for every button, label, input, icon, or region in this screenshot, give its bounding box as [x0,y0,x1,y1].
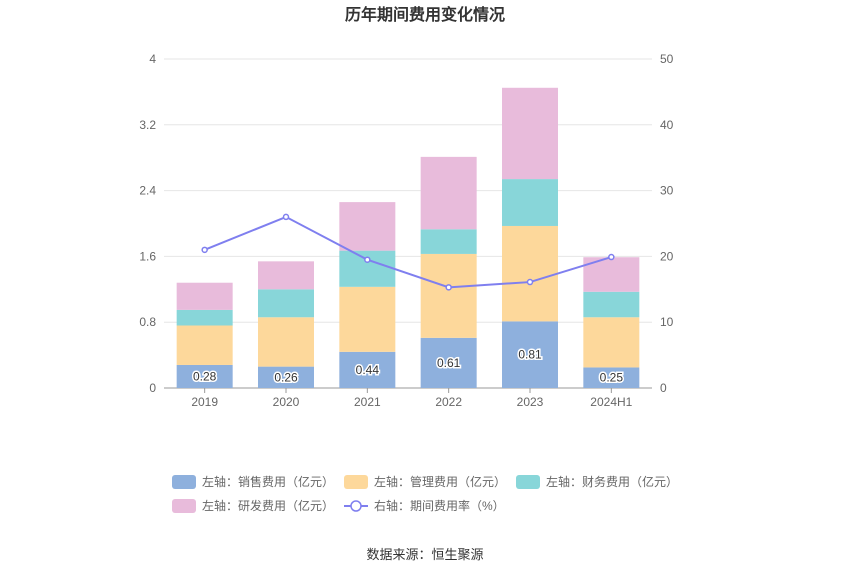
x-tick-label: 2022 [435,395,462,409]
bar-segment-2024H1-0 [583,367,640,388]
legend-swatch [344,475,368,489]
y-left-tick-label: 2.4 [139,184,156,198]
legend: 左轴：销售费用（亿元） 左轴：管理费用（亿元） 左轴：财务费用（亿元） 左轴：研发费用… [172,474,678,513]
bar-value-label: 0.44 [356,363,380,377]
x-tick-label: 2020 [273,395,300,409]
bar-segment-2023-0 [502,321,558,388]
y-axis-left: 0 0.8 1.6 2.4 3.2 4 [139,52,156,395]
x-tick-label: 2024H1 [590,395,632,409]
bar-segment-2022-2 [420,229,477,254]
legend-line-marker [350,500,362,512]
bar-segment-2023-3 [502,87,558,180]
bar-segment-2021-1 [339,286,396,352]
y-axis-right: 0 10 20 30 40 50 [660,52,674,395]
rate-point [201,246,208,254]
legend-label: 左轴：财务费用（亿元） [546,474,678,489]
bar-segment-2024H1-2 [583,291,640,318]
legend-swatch [172,499,196,513]
source-text: 数据来源：恒生聚源 [366,547,483,562]
grid [164,58,652,389]
bar-segment-2021-3 [339,202,396,251]
bar-value-label: 0.81 [518,348,542,362]
bar-segment-2019-1 [176,325,233,365]
legend-label: 左轴：销售费用（亿元） [202,474,334,489]
y-right-tick-label: 50 [660,52,674,66]
legend-label: 右轴：期间费用率（%） [374,498,505,513]
bar-segment-2023-2 [502,179,558,226]
y-right-tick-label: 40 [660,118,674,132]
bar-value-label: 0.61 [437,356,461,370]
y-right-tick-label: 0 [660,381,667,395]
y-left-tick-label: 0 [149,381,156,395]
y-left-tick-label: 4 [149,52,156,66]
bar-segment-2022-0 [420,337,477,388]
y-right-tick-label: 30 [660,184,674,198]
bar-segment-2020-2 [258,289,314,318]
x-tick-label: 2021 [354,395,381,409]
bar-value-label: 0.26 [274,370,298,384]
legend-label: 左轴：研发费用（亿元） [202,498,334,513]
rate-line [201,213,615,291]
rate-point [445,284,452,291]
bar-segment-2024H1-1 [583,317,640,368]
y-right-tick-label: 20 [660,249,674,263]
rate-point [526,278,534,286]
bar-segment-2021-0 [339,351,396,388]
bar-value-label: 0.25 [600,371,624,385]
bar-segment-2019-0 [176,364,233,388]
bar-segment-2020-0 [258,366,314,388]
bar-segment-2020-1 [258,317,314,367]
legend-swatch [516,475,540,489]
bar-segment-2021-2 [339,250,396,287]
bar-segment-2019-2 [176,309,233,326]
rate-polyline [204,215,612,289]
y-left-tick-label: 0.8 [139,315,156,329]
rate-point [282,213,290,221]
bar-segment-2022-3 [420,156,477,230]
rate-point [364,256,371,263]
bar-segment-2022-1 [420,253,477,338]
x-tick-label: 2023 [517,395,544,409]
y-right-tick-label: 10 [660,315,674,329]
legend-label: 左轴：管理费用（亿元） [374,474,506,489]
x-tick-label: 2019 [191,395,218,409]
bars: 0.28 0.26 0.44 0.61 0.81 0.25 [176,87,640,388]
bar-segment-2020-3 [258,261,314,290]
bar-value-label: 0.28 [193,369,217,383]
bar-segment-2019-3 [176,282,233,310]
y-left-tick-label: 3.2 [139,118,156,132]
x-axis: 2019 2020 2021 2022 2023 2024H1 [191,388,633,409]
chart-title: 历年期间费用变化情况 [345,5,505,24]
rate-point [608,253,615,261]
bar-segment-2023-1 [502,225,558,322]
legend-swatch [172,475,196,489]
y-left-tick-label: 1.6 [139,249,156,263]
